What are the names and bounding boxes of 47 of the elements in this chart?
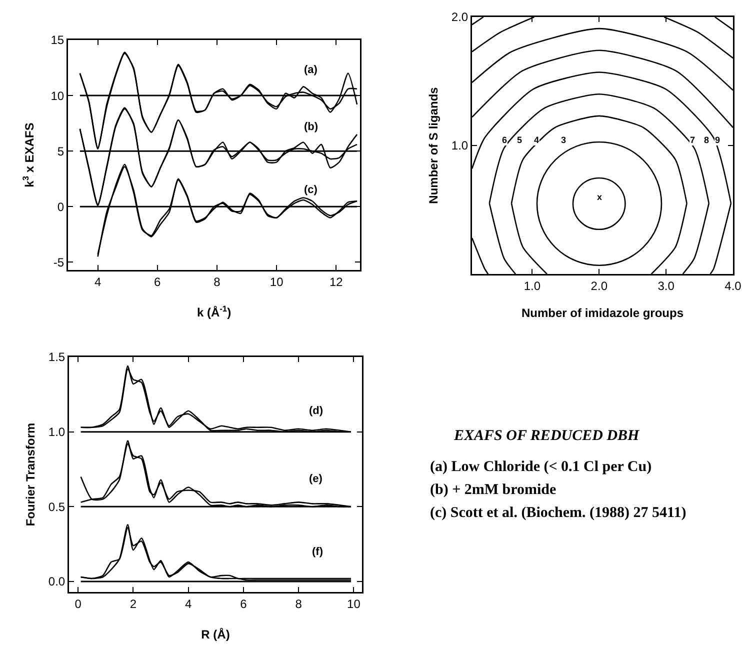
x-tick-label: 4 <box>185 596 192 611</box>
x-tick-label: 2 <box>130 596 137 611</box>
x-axis-title: k (Å$^{-1}$) <box>196 303 232 320</box>
y-tick-label: 0 <box>57 200 64 214</box>
annotation: (b) <box>304 121 318 133</box>
y-tick-label: 10 <box>50 88 64 103</box>
annotation: (a) <box>304 64 318 76</box>
text: EXAFS OF REDUCED DBH <box>454 428 640 445</box>
x-tick-label: 6 <box>240 596 248 611</box>
y-tick-label: 5 <box>57 144 64 158</box>
annotation: (f) <box>312 546 324 558</box>
annotation: 3 <box>561 135 566 145</box>
x-tick-label: 4 <box>94 274 102 289</box>
annotation: 5 <box>517 135 522 145</box>
annotation: 7 <box>690 135 696 145</box>
text: (a) Low Chloride (< 0.1 Cl per Cu) <box>430 459 653 476</box>
x-tick-label: 10 <box>347 596 361 611</box>
y-tick-label: 1.0 <box>48 425 66 440</box>
annotation: (d) <box>309 405 324 417</box>
x-tick-label: 1.0 <box>524 278 541 293</box>
y-tick-label: 0.5 <box>48 500 66 514</box>
annotation: (e) <box>309 473 323 485</box>
x-tick-label: 0 <box>74 596 82 611</box>
annotation: 6 <box>502 135 508 145</box>
annotation: x <box>597 192 602 202</box>
x-axis-title: R (Å) <box>201 628 230 642</box>
x-axis-title: Number of imidazole groups <box>521 306 684 320</box>
annotation: 9 <box>715 135 720 145</box>
x-tick-label: 6 <box>154 274 162 289</box>
text: (c) Scott et al. (Biochem. (1988) 27 5411) <box>430 505 688 522</box>
y-tick-label: 0.0 <box>48 574 66 589</box>
text: (b) + 2mM bromide <box>430 482 558 499</box>
y-tick-label: -5 <box>53 255 64 270</box>
x-tick-label: 3.0 <box>658 278 675 293</box>
y-axis-title: Fourier Transform <box>24 422 38 526</box>
x-tick-label: 2.0 <box>590 278 608 293</box>
y-axis-title: Number of S ligands <box>426 86 440 204</box>
y-tick-label: 1.5 <box>48 350 66 364</box>
x-tick-label: 10 <box>270 274 284 289</box>
x-tick-label: 8 <box>214 274 221 289</box>
x-tick-label: 12 <box>329 274 344 289</box>
annotation: 4 <box>534 135 540 145</box>
annotation: 8 <box>704 135 710 145</box>
x-tick-label: 8 <box>295 596 302 611</box>
y-tick-label: 15 <box>50 33 64 48</box>
annotation: (c) <box>304 184 318 196</box>
x-tick-label: 4.0 <box>724 278 742 293</box>
